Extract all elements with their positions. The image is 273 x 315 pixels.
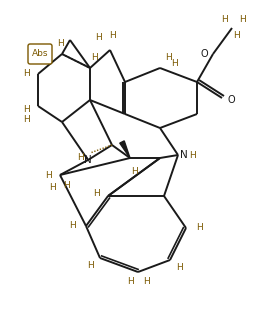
- Text: H: H: [176, 264, 183, 272]
- Text: H: H: [93, 190, 100, 198]
- Text: H: H: [171, 60, 177, 68]
- Text: H: H: [196, 224, 203, 232]
- Text: H: H: [130, 168, 137, 176]
- Text: H: H: [57, 39, 63, 49]
- Text: H: H: [77, 152, 84, 162]
- Text: H: H: [95, 33, 101, 43]
- Text: H: H: [23, 70, 30, 78]
- Text: H: H: [239, 15, 245, 25]
- Text: H: H: [189, 151, 195, 159]
- FancyBboxPatch shape: [28, 44, 52, 64]
- Text: Abs: Abs: [32, 49, 48, 59]
- Text: H: H: [45, 170, 52, 180]
- Text: N: N: [180, 150, 188, 160]
- Text: H: H: [23, 106, 30, 114]
- Text: H: H: [69, 221, 76, 231]
- Text: H: H: [91, 54, 97, 62]
- Text: H: H: [63, 180, 69, 190]
- Text: O: O: [200, 49, 208, 59]
- Text: H: H: [109, 32, 115, 41]
- Text: O: O: [228, 95, 236, 105]
- Text: H: H: [143, 278, 149, 287]
- Polygon shape: [120, 141, 130, 158]
- Text: H: H: [87, 261, 94, 271]
- Text: H: H: [49, 182, 56, 192]
- Text: H: H: [127, 278, 133, 287]
- Text: H: H: [165, 54, 171, 62]
- Text: H: H: [221, 15, 227, 25]
- Text: N: N: [84, 155, 92, 165]
- Text: H: H: [233, 32, 239, 41]
- Text: H: H: [23, 116, 30, 124]
